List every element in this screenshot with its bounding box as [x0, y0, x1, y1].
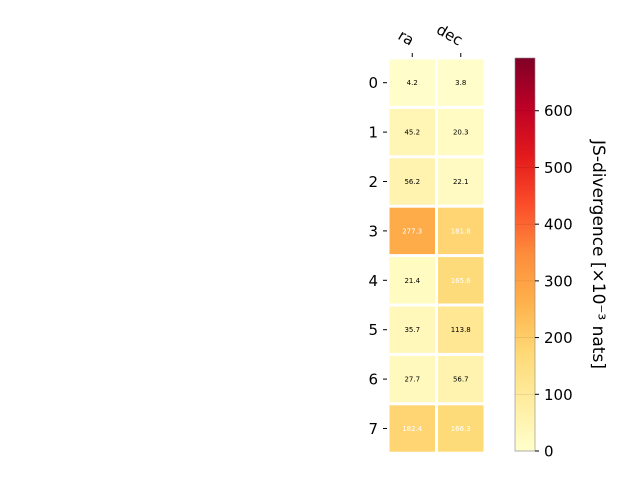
colorbar-tick-label: 300 — [544, 272, 573, 290]
heatmap-cell-0-ra — [389, 59, 435, 106]
row-label-4: 4 — [368, 272, 378, 290]
row-label-5: 5 — [368, 321, 378, 339]
heatmap-cell-2-ra — [389, 158, 435, 205]
colorbar-gradient — [514, 57, 536, 452]
colorbar-tick-label: 200 — [544, 329, 573, 347]
row-label-6: 6 — [368, 371, 378, 389]
heatmap-cell-4-ra — [389, 257, 435, 304]
cell-value-label: 165.6 — [451, 277, 472, 285]
row-label-2: 2 — [368, 173, 378, 191]
heatmap-cell-1-ra — [389, 108, 435, 156]
cell-value-label: 56.2 — [404, 178, 420, 186]
row-label-3: 3 — [368, 222, 378, 240]
column-label-dec: dec — [433, 20, 465, 49]
colorbar-tick-label: 500 — [544, 159, 573, 177]
cell-value-label: 22.1 — [453, 178, 469, 186]
cell-value-label: 181.8 — [451, 227, 471, 235]
column-labels: ra dec — [395, 20, 466, 57]
cell-value-label: 35.7 — [404, 326, 420, 334]
heatmap-cell-7-dec — [438, 405, 484, 452]
heatmap-cell-1-dec — [438, 108, 484, 156]
cell-value-label: 113.8 — [451, 326, 471, 334]
heatmap-cell-7-ra — [389, 405, 435, 452]
colorbar-tick-label: 100 — [544, 386, 573, 404]
column-label-ra: ra — [395, 26, 417, 49]
cell-value-label: 277.3 — [402, 227, 422, 235]
cell-value-label: 56.7 — [453, 376, 469, 384]
colorbar: 0 100 200 300 400 500 600 JS-divergence [×10⁻³ … — [514, 57, 608, 461]
row-label-7: 7 — [368, 420, 378, 438]
row-label-0: 0 — [368, 74, 378, 92]
cell-value-label: 20.3 — [453, 129, 469, 137]
heatmap-grid: 4.2 3.8 45.2 20.3 56.2 22.1 277.3 181.8 21.4 165.… — [389, 59, 484, 452]
cell-value-label: 21.4 — [404, 277, 420, 285]
colorbar-label: JS-divergence [×10⁻³ nats] — [588, 139, 608, 369]
heatmap-cell-5-ra — [389, 306, 435, 353]
cell-value-label: 4.2 — [407, 79, 418, 87]
cell-value-label: 182.4 — [402, 425, 423, 433]
colorbar-tick-label: 0 — [544, 443, 554, 461]
cell-value-label: 166.3 — [451, 425, 471, 433]
row-labels: 0 1 2 3 4 5 6 7 — [368, 74, 387, 438]
heatmap-cell-6-ra — [389, 355, 435, 403]
heatmap-cell-4-dec — [438, 257, 484, 304]
colorbar-tick-label: 600 — [544, 102, 573, 120]
row-label-1: 1 — [368, 124, 378, 142]
heatmap-cell-2-dec — [438, 158, 484, 205]
heatmap-cell-3-dec — [438, 207, 484, 255]
cell-value-label: 45.2 — [404, 129, 420, 137]
cell-value-label: 27.7 — [404, 376, 420, 384]
cell-value-label: 3.8 — [455, 79, 466, 87]
heatmap-cell-6-dec — [438, 355, 484, 403]
heatmap-cell-0-dec — [438, 59, 484, 106]
colorbar-tick-label: 400 — [544, 216, 573, 234]
heatmap-cell-5-dec — [438, 306, 484, 353]
heatmap-cell-3-ra — [389, 207, 435, 255]
